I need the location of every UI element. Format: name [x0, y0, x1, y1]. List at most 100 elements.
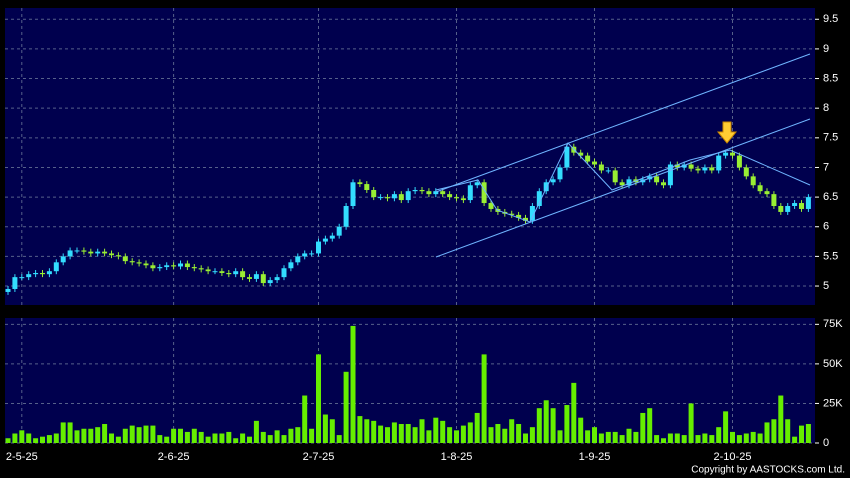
volume-bar — [495, 424, 501, 443]
candle-body — [12, 277, 18, 289]
y-tick-label: 8 — [823, 102, 829, 114]
volume-bar — [391, 422, 397, 443]
volume-bar — [557, 430, 563, 443]
candle-body — [412, 189, 418, 192]
volume-bar — [371, 420, 377, 443]
candle-body — [115, 255, 121, 257]
candle-body — [109, 253, 114, 256]
volume-bar — [12, 433, 18, 443]
volume-bar — [405, 424, 411, 443]
candle-body — [253, 274, 259, 279]
volume-bar — [302, 395, 308, 443]
y-tick-label: 9 — [823, 43, 829, 55]
candle-body — [654, 176, 660, 183]
volume-bar — [578, 417, 584, 443]
candle-body — [426, 191, 432, 195]
candle-body — [474, 182, 480, 186]
volume-bar — [481, 354, 487, 443]
volume-bar — [253, 420, 259, 443]
candle-body — [481, 182, 487, 204]
candle-body — [309, 253, 315, 255]
y-tick-label: 7.5 — [823, 132, 838, 144]
volume-bar — [198, 431, 204, 443]
volume-bar — [695, 435, 701, 443]
volume-bar — [647, 408, 653, 443]
price-panel — [5, 8, 815, 305]
volume-bar — [536, 408, 542, 443]
candle-body — [157, 267, 163, 269]
volume-bar — [640, 412, 646, 443]
candle-body — [129, 261, 135, 263]
candle-body — [619, 182, 625, 186]
volume-panel — [5, 318, 815, 443]
volume-bar — [398, 424, 404, 443]
x-tick-label: 1-8-25 — [441, 451, 473, 463]
candle-body — [26, 274, 32, 278]
volume-bar — [129, 425, 135, 443]
candle-body — [605, 170, 611, 172]
volume-bar — [571, 382, 577, 443]
volume-bar — [260, 431, 266, 443]
volume-bar — [529, 427, 535, 443]
volume-bar — [523, 433, 528, 443]
candle-body — [792, 203, 798, 206]
volume-bar — [709, 435, 715, 443]
x-tick-label: 2-5-25 — [6, 451, 38, 463]
candle-body — [40, 272, 45, 275]
volume-bar — [88, 428, 94, 443]
candle-body — [529, 206, 535, 221]
y-tick-label: 50K — [823, 358, 843, 370]
y-tick-label: 0 — [823, 437, 829, 449]
volume-bar — [412, 427, 418, 443]
candle-body — [178, 263, 183, 267]
candle-body — [405, 191, 411, 201]
candle-body — [688, 164, 694, 169]
volume-bar — [799, 425, 804, 443]
candle-body — [598, 164, 604, 171]
candle-body — [81, 250, 87, 252]
candle-body — [295, 256, 301, 263]
candle-body — [212, 271, 218, 273]
volume-bar — [681, 435, 687, 443]
candle-body — [316, 241, 321, 254]
volume-bar — [274, 430, 280, 443]
volume-bar — [136, 427, 142, 443]
candle-body — [164, 265, 170, 268]
volume-bar — [440, 420, 446, 443]
volume-bar — [674, 433, 680, 443]
volume-bar — [329, 419, 335, 443]
volume-bar — [164, 436, 170, 443]
volume-bar — [143, 425, 149, 443]
candle-body — [5, 288, 11, 292]
volume-bar — [778, 395, 784, 443]
volume-bar — [633, 431, 639, 443]
volume-bar — [447, 427, 453, 443]
candle-body — [750, 176, 756, 186]
volume-bar — [771, 419, 777, 443]
x-tick-label: 2-10-25 — [714, 451, 752, 463]
volume-bar — [626, 428, 632, 443]
volume-bar — [5, 438, 11, 443]
arrow-marker — [716, 121, 738, 144]
candle-body — [281, 268, 287, 278]
y-tick-label: 9.5 — [823, 13, 838, 25]
candle-body — [74, 250, 80, 252]
volume-bar — [40, 436, 45, 443]
volume-bar — [764, 422, 770, 443]
y-tick-label: 7 — [823, 161, 829, 173]
volume-bar — [550, 408, 556, 443]
candle-body — [592, 161, 597, 165]
candle-body — [364, 184, 370, 190]
candle-body — [433, 191, 439, 195]
candle-body — [509, 213, 515, 215]
volume-bar — [730, 431, 735, 443]
volume-bar — [688, 403, 694, 443]
candle-body — [695, 168, 701, 171]
candle-body — [709, 167, 715, 171]
volume-bar — [191, 428, 197, 443]
volume-bar — [723, 411, 729, 443]
candle-body — [516, 214, 522, 218]
trendline — [435, 53, 811, 193]
